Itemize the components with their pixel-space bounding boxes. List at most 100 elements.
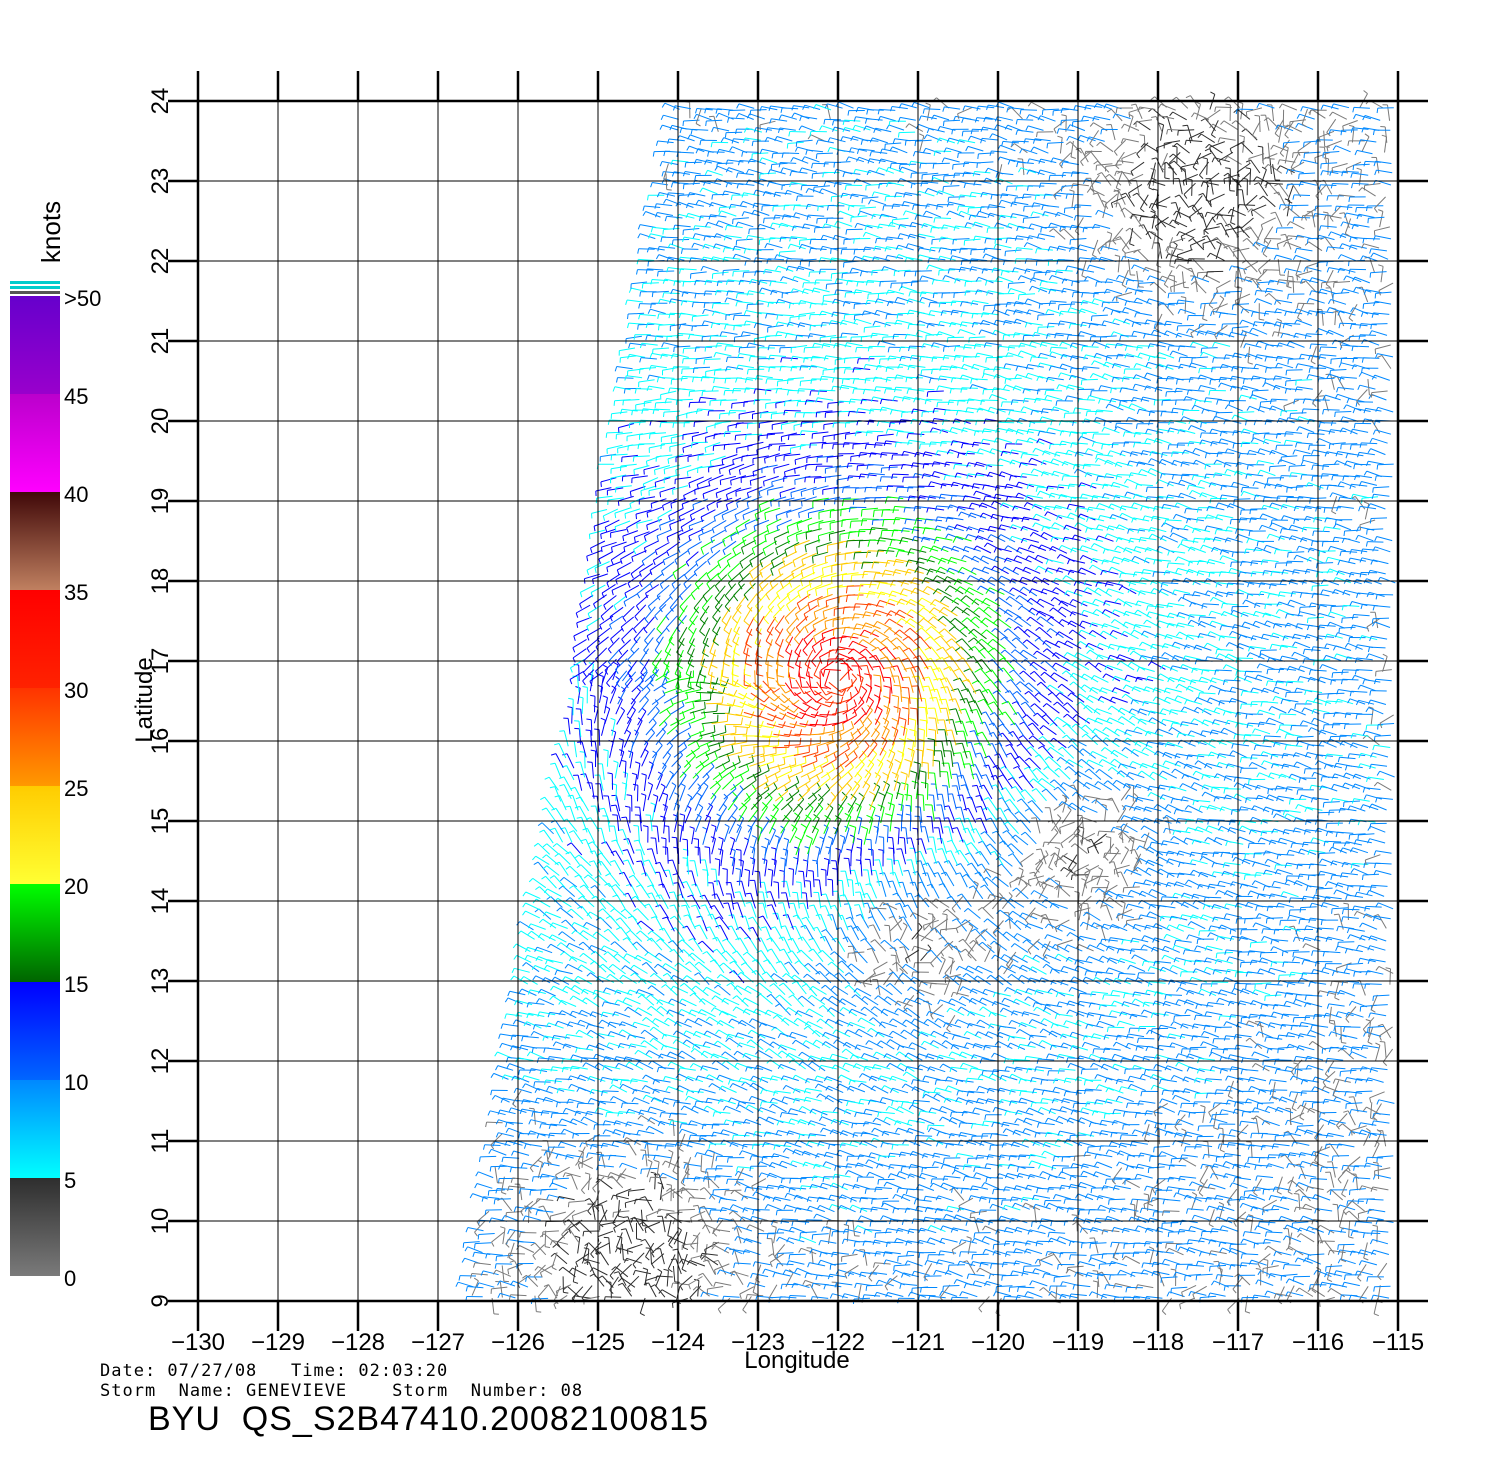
wind-barb <box>557 1153 574 1159</box>
wind-barb-flag <box>1138 1152 1142 1158</box>
wind-barb-flag <box>1072 1103 1075 1109</box>
wind-barb-flag <box>968 1195 972 1201</box>
wind-barb-flag <box>607 1172 611 1178</box>
wind-barb <box>711 1152 715 1168</box>
wind-barb-flag <box>584 1242 590 1247</box>
wind-barb <box>621 1021 638 1029</box>
wind-barb-flag <box>656 1145 659 1151</box>
wind-barb <box>1030 1034 1047 1038</box>
wind-barb <box>675 1258 682 1275</box>
wind-barb <box>1259 1021 1264 1038</box>
wind-barb <box>598 1062 613 1072</box>
wind-barb <box>768 1116 784 1124</box>
wind-barb-flag <box>550 985 554 991</box>
wind-barb-flag <box>518 1069 520 1075</box>
wind-barb-flag <box>1033 1006 1038 1012</box>
wind-barb <box>1155 1064 1172 1071</box>
wind-barb-flag <box>1017 1044 1021 1050</box>
wind-barb <box>555 1041 571 1049</box>
wind-barb-flag <box>792 1149 796 1155</box>
wind-barb <box>1128 1042 1144 1049</box>
wind-barb-flag <box>1357 1199 1360 1205</box>
wind-barb-flag <box>1004 1066 1008 1072</box>
wind-barb <box>1238 1077 1255 1082</box>
wind-barb-flag <box>967 1011 971 1017</box>
wind-barb-flag <box>473 1277 479 1282</box>
wind-barb-flag <box>1070 1109 1074 1115</box>
wind-barb <box>821 1251 838 1256</box>
wind-barb <box>872 1197 889 1200</box>
wind-barb <box>622 1029 637 1039</box>
wind-barb <box>704 1241 719 1251</box>
wind-barb <box>885 1259 902 1265</box>
wind-barb <box>599 1178 613 1190</box>
wind-barb <box>1290 1091 1307 1094</box>
wind-barb-flag <box>1008 1073 1013 1079</box>
wind-barb-flag <box>841 1048 847 1053</box>
wind-barb <box>759 993 773 1005</box>
wind-barb-flag <box>505 1243 510 1248</box>
wind-barb-flag <box>1286 1043 1290 1049</box>
wind-barb <box>579 1074 596 1082</box>
wind-barb <box>1251 1085 1267 1093</box>
wind-barb-flag <box>713 984 719 989</box>
wind-barb-flag <box>900 1272 904 1278</box>
wind-barb-flag <box>1175 1244 1178 1250</box>
wind-barb-flag <box>507 1185 510 1192</box>
wind-barb <box>1161 1078 1177 1083</box>
wind-barb-flag <box>1344 1091 1347 1097</box>
wind-barb <box>538 1133 555 1137</box>
wind-barb <box>584 1258 600 1264</box>
wind-barb <box>1194 1023 1210 1028</box>
wind-barb-flag <box>841 1183 845 1189</box>
wind-barb-flag <box>1092 1280 1098 1283</box>
wind-barb-flag <box>877 1179 880 1185</box>
wind-barb <box>1049 1231 1066 1234</box>
wind-barb <box>1368 1020 1372 1037</box>
wind-barb-flag <box>1322 1081 1327 1087</box>
wind-barb <box>694 1048 708 1059</box>
wind-barb-flag <box>611 1140 615 1146</box>
wind-barb-flag <box>1285 1107 1291 1110</box>
wind-barb <box>1282 1196 1299 1202</box>
wind-barb-flag <box>850 1197 853 1203</box>
wind-barb <box>531 1068 548 1073</box>
wind-barb-flag <box>1151 1262 1155 1268</box>
wind-barb-flag <box>1149 1156 1151 1162</box>
wind-barb <box>1065 1077 1082 1081</box>
wind-barb-flag <box>815 1274 818 1280</box>
wind-barb-flag <box>1052 1194 1057 1200</box>
wind-barb-flag <box>960 1188 963 1194</box>
wind-barb <box>739 1101 756 1105</box>
wind-barb <box>1365 1031 1382 1037</box>
wind-barb-flag <box>719 1207 723 1213</box>
wind-barb <box>502 1023 519 1027</box>
wind-barb <box>907 1188 924 1191</box>
wind-barb-flag <box>814 1075 818 1081</box>
wind-barb-flag <box>700 1253 703 1259</box>
wind-barb-flag <box>1069 1293 1072 1299</box>
wind-barb-flag <box>791 980 797 985</box>
wind-barb-flag <box>716 1020 721 1025</box>
wind-barb <box>951 1117 967 1124</box>
wind-barb <box>1299 1287 1314 1297</box>
wind-barb <box>931 1107 947 1114</box>
wind-barb <box>667 1017 682 1027</box>
wind-barb <box>725 1189 742 1192</box>
wind-barb <box>1348 1210 1362 1223</box>
wind-barb <box>911 1104 927 1113</box>
wind-barb <box>533 1264 546 1277</box>
wind-barb-flag <box>940 1164 944 1170</box>
wind-barb-flag <box>672 1192 674 1199</box>
wind-barb <box>777 1252 794 1254</box>
wind-barb-flag <box>1116 1161 1120 1167</box>
wind-barb-flag <box>1088 1054 1092 1059</box>
wind-barb-flag <box>509 1257 514 1261</box>
wind-barb <box>1366 1162 1383 1167</box>
wind-barb <box>502 1228 506 1245</box>
wind-barb <box>684 1177 701 1180</box>
wind-barb <box>622 974 637 984</box>
wind-barb <box>1330 1046 1347 1050</box>
wind-barb-flag <box>720 1129 724 1135</box>
wind-barb-flag <box>1376 1157 1378 1163</box>
